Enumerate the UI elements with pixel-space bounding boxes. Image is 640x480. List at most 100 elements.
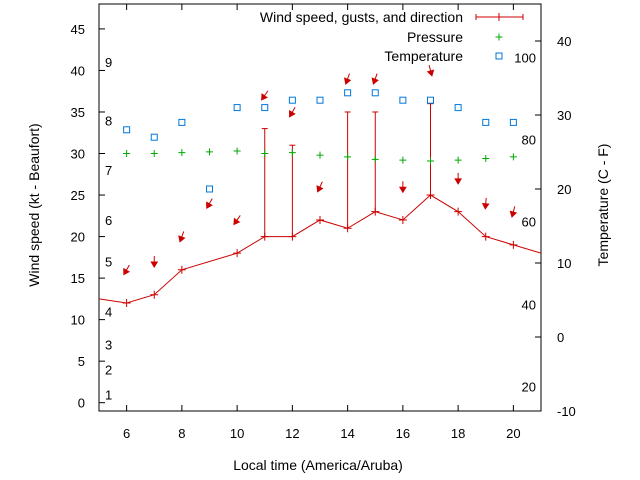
wind-speed-line — [99, 194, 541, 304]
wind-direction-arrow — [289, 106, 296, 118]
beaufort-label: 1 — [105, 387, 112, 402]
wind-direction-arrow — [426, 65, 435, 77]
wind-direction-arrow — [150, 255, 159, 268]
x-tick-label: 14 — [340, 426, 354, 441]
wind-direction-arrow — [509, 206, 518, 218]
x-tick-label: 16 — [396, 426, 410, 441]
y-left-tick-label: 5 — [78, 354, 85, 369]
y-left-tick-label: 25 — [71, 188, 85, 203]
wind-speed-point — [316, 215, 324, 224]
wind-direction-arrow — [316, 181, 324, 193]
beaufort-label: 6 — [105, 213, 112, 228]
arrow-head — [454, 178, 463, 185]
pressure-point — [399, 156, 407, 164]
wind-speed-point — [177, 265, 186, 274]
fahrenheit-label: 20 — [522, 380, 536, 395]
temperature-point — [316, 96, 324, 104]
temperature-point — [150, 133, 158, 141]
fahrenheit-label: 80 — [522, 132, 536, 147]
y-left-tick-label: 30 — [71, 147, 85, 162]
pressure-point — [344, 153, 352, 161]
arrow-head — [123, 267, 130, 276]
legend-swatch-pressure — [495, 33, 503, 41]
y-left-tick-label: 40 — [71, 63, 85, 78]
wind-speed-point — [454, 207, 463, 216]
legend: Wind speed, gusts, and direction Pressure… — [260, 9, 524, 64]
wind-direction-arrow — [398, 181, 407, 194]
wind-direction-arrow — [261, 90, 269, 101]
y-right-tick-label: 40 — [557, 34, 571, 49]
wind-speed-point — [122, 299, 131, 308]
temperature-point — [482, 118, 490, 126]
wind-speed-point — [233, 249, 242, 258]
wind-speed-point — [509, 240, 518, 249]
x-tick-label: 10 — [230, 426, 244, 441]
temperature-point — [206, 185, 213, 193]
beaufort-label: 8 — [105, 113, 112, 128]
pressure-point — [288, 149, 296, 157]
pressure-point — [150, 150, 158, 158]
legend-label-temp: Temperature — [384, 48, 463, 64]
temperature-point — [288, 96, 296, 104]
fahrenheit-label: 60 — [522, 215, 536, 230]
y-left-tick-label: 0 — [78, 396, 85, 411]
temperature-point — [123, 126, 131, 134]
temperature-point — [261, 104, 269, 112]
wind-direction-arrow — [178, 231, 186, 243]
temperature-point — [371, 89, 379, 97]
y-left-tick-label: 35 — [71, 105, 85, 120]
wind-speed-point — [481, 232, 490, 241]
fahrenheit-label: 100 — [514, 50, 536, 65]
wind-direction-arrow — [454, 172, 463, 185]
y-axis-left-label: Wind speed (kt - Beaufort) — [26, 123, 42, 286]
legend-label-wind: Wind speed, gusts, and direction — [260, 9, 463, 25]
beaufort-label: 9 — [105, 55, 112, 70]
pressure-point — [454, 156, 462, 164]
pressure-point — [316, 151, 324, 159]
arrow-head — [343, 77, 352, 85]
wind-direction-arrow — [206, 198, 213, 209]
temperature-point — [233, 104, 241, 112]
arrow-head — [371, 77, 379, 85]
wind-direction-arrow — [481, 197, 490, 210]
pressure-point — [509, 153, 517, 161]
arrow-head — [150, 261, 159, 268]
legend-label-pres: Pressure — [407, 29, 463, 45]
temperature-point — [454, 104, 462, 112]
beaufort-label: 2 — [105, 362, 112, 377]
y-right-tick-label: 30 — [557, 108, 571, 123]
beaufort-label: 3 — [105, 338, 112, 353]
temperature-point — [509, 118, 517, 126]
y-left-tick-label: 20 — [71, 230, 85, 245]
temperature-point — [178, 118, 186, 126]
temperature-point — [344, 89, 352, 97]
x-tick-label: 12 — [285, 426, 299, 441]
y-left-tick-label: 15 — [71, 271, 85, 286]
y-right-tick-label: 0 — [557, 330, 564, 345]
x-tick-label: 6 — [123, 426, 130, 441]
wind-speed-point — [150, 290, 159, 299]
arrow-head — [509, 210, 518, 218]
beaufort-label: 7 — [105, 163, 112, 178]
arrow-head — [206, 201, 213, 209]
pressure-point — [482, 154, 490, 162]
x-tick-label: 20 — [506, 426, 520, 441]
plot-area: 6 8 10 12 14 16 18 20051015202530354045-1001020… — [71, 3, 576, 441]
arrow-head — [426, 69, 435, 77]
arrow-head — [398, 186, 407, 194]
fahrenheit-label: 40 — [522, 297, 536, 312]
pressure-point — [206, 148, 213, 156]
temperature-point — [399, 96, 407, 104]
y-right-tick-label: -10 — [557, 404, 576, 419]
y-axis-right-label: Temperature (C - F) — [595, 144, 611, 267]
pressure-point — [371, 155, 379, 163]
arrow-head — [178, 235, 186, 243]
pressure-point — [261, 150, 269, 158]
wind-direction-arrow — [343, 73, 352, 85]
temperature-point — [427, 96, 434, 104]
legend-swatch-wind-marker — [495, 13, 503, 21]
y-left-tick-label: 10 — [71, 313, 85, 328]
y-right-tick-label: 10 — [557, 256, 571, 271]
x-tick-label: 18 — [451, 426, 465, 441]
